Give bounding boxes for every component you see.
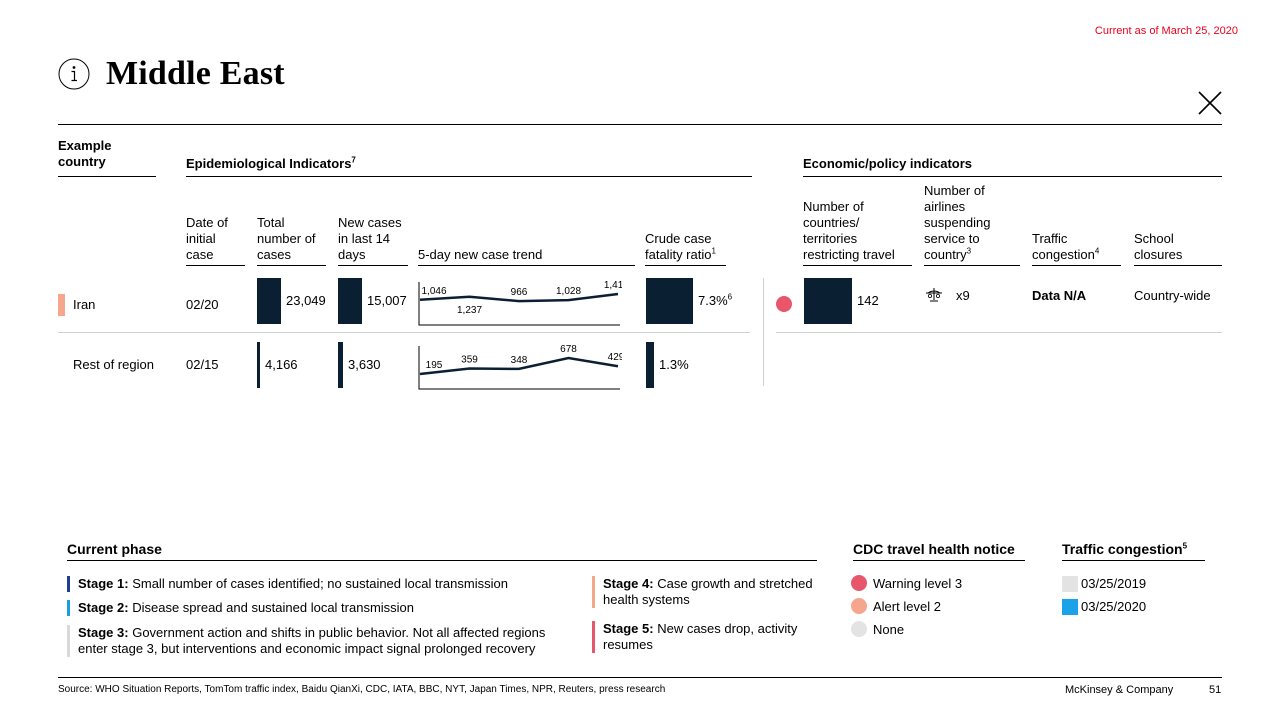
new-cases-value: 15,007: [367, 293, 407, 308]
page-title: Middle East: [106, 55, 285, 92]
traffic-legend-title: Traffic congestion5: [1062, 541, 1188, 557]
trend-point-label: 966: [511, 287, 528, 298]
cdc-alert-label: Alert level 2: [873, 599, 941, 614]
col-trend: 5-day new case trend: [418, 247, 543, 262]
traffic-2020-swatch: [1062, 599, 1078, 615]
close-icon[interactable]: [1197, 90, 1223, 116]
col-total-cases: Total number of cases: [257, 215, 316, 262]
airplane-icon: [924, 287, 944, 306]
trend-point-label: 429: [608, 352, 622, 363]
date-note: Current as of March 25, 2020: [1094, 25, 1238, 37]
divider: [338, 265, 408, 266]
col-date-initial: Date of initial case: [186, 215, 228, 262]
airlines-value: x9: [956, 288, 970, 303]
econ-group-header: Economic/policy indicators: [803, 156, 973, 171]
trend-point-label: 348: [511, 355, 528, 366]
traffic-2019-label: 03/25/2019: [1081, 576, 1147, 591]
stage-4-item: Stage 4: Case growth and stretched healt…: [592, 576, 822, 608]
cdc-warning-label: Warning level 3: [873, 576, 963, 591]
source-note: Source: WHO Situation Reports, TomTom tr…: [58, 684, 666, 695]
row-date: 02/15: [186, 357, 219, 372]
section-separator: [763, 278, 764, 386]
info-icon[interactable]: [58, 58, 90, 90]
stage-5-item: Stage 5: New cases drop, activity resume…: [592, 621, 822, 653]
new-cases-bar: [338, 342, 343, 388]
iran-phase-marker: [58, 294, 65, 316]
trend-axis: [418, 282, 620, 326]
header-divider: [58, 124, 1222, 125]
traffic-2020-label: 03/25/2020: [1081, 599, 1147, 614]
divider: [924, 265, 1020, 266]
cdc-none-label: None: [873, 622, 905, 637]
col-traffic: Traffic congestion4: [1032, 231, 1100, 262]
divider: [645, 265, 726, 266]
stage-1-item: Stage 1: Small number of cases identifie…: [67, 576, 567, 592]
new-cases-value: 3,630: [348, 357, 381, 372]
divider: [67, 560, 817, 561]
cfr-value: 7.3%6: [698, 292, 733, 308]
trend-chart: 195 359 348 678 429: [418, 344, 622, 390]
divider: [803, 265, 912, 266]
total-cases-bar: [257, 278, 281, 324]
traffic-2019-swatch: [1062, 576, 1078, 592]
col-countries-restricting: Number of countries/ territories restric…: [803, 199, 895, 262]
trend-point-label: 678: [560, 344, 577, 355]
trend-point-label: 1,237: [457, 305, 482, 316]
divider: [418, 265, 635, 266]
traffic-value: Data N/A: [1032, 288, 1087, 303]
trend-line: [419, 356, 619, 376]
cfr-bar: [646, 278, 693, 324]
example-country-header: Example country: [58, 138, 112, 169]
divider: [1032, 265, 1121, 266]
divider: [1134, 265, 1222, 266]
divider: [853, 560, 1025, 561]
cdc-alert-dot: [851, 598, 867, 614]
trend-point-label: 1,046: [421, 286, 446, 297]
phase-legend-title: Current phase: [67, 541, 162, 557]
col-airlines: Number of airlines suspending service to…: [924, 183, 991, 262]
footer-divider: [58, 677, 1222, 678]
page-number: 51: [1209, 684, 1222, 696]
total-cases-value: 4,166: [265, 357, 298, 372]
trend-point-label: 1,028: [556, 286, 581, 297]
col-schools: School closures: [1134, 231, 1183, 262]
trend-chart: 1,046 1,237 966 1,028 1,411: [418, 280, 622, 326]
divider: [58, 176, 156, 177]
schools-value: Country-wide: [1134, 288, 1211, 303]
brand: McKinsey & Company: [1065, 684, 1174, 696]
col-cfr: Crude case fatality ratio1: [645, 231, 716, 262]
restricting-bar: [804, 278, 852, 324]
trend-point-label: 1,411: [604, 280, 622, 291]
row-divider: [776, 332, 1222, 333]
row-divider: [58, 332, 750, 333]
cdc-legend-title: CDC travel health notice: [853, 541, 1015, 557]
row-date: 02/20: [186, 297, 219, 312]
row-country: Iran: [73, 297, 96, 312]
divider: [186, 265, 245, 266]
divider: [1062, 560, 1205, 561]
row-country: Rest of region: [73, 357, 154, 372]
divider: [186, 176, 752, 177]
trend-axis: [418, 346, 620, 390]
stage-3-item: Stage 3: Government action and shifts in…: [67, 625, 567, 657]
cdc-warning-dot: [851, 575, 867, 591]
trend-point-label: 359: [461, 355, 478, 366]
cdc-none-dot: [851, 621, 867, 637]
new-cases-bar: [338, 278, 362, 324]
restricting-value: 142: [857, 293, 879, 308]
cdc-notice-dot: [776, 296, 792, 312]
cfr-value: 1.3%: [659, 357, 689, 372]
total-cases-bar: [257, 342, 260, 388]
epi-group-header: Epidemiological Indicators7: [186, 155, 356, 171]
cfr-bar: [646, 342, 654, 388]
trend-point-label: 195: [426, 360, 443, 371]
divider: [803, 176, 1222, 177]
total-cases-value: 23,049: [286, 293, 326, 308]
divider: [257, 265, 326, 266]
trend-line: [419, 292, 619, 303]
stage-2-item: Stage 2: Disease spread and sustained lo…: [67, 600, 567, 616]
col-new-cases: New cases in last 14 days: [338, 215, 402, 262]
